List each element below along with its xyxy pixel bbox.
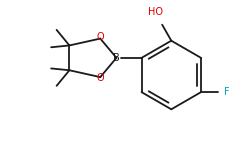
Text: O: O bbox=[96, 32, 104, 42]
Text: O: O bbox=[96, 73, 104, 83]
Text: HO: HO bbox=[148, 7, 163, 17]
Text: B: B bbox=[113, 53, 120, 63]
Text: F: F bbox=[224, 87, 230, 97]
